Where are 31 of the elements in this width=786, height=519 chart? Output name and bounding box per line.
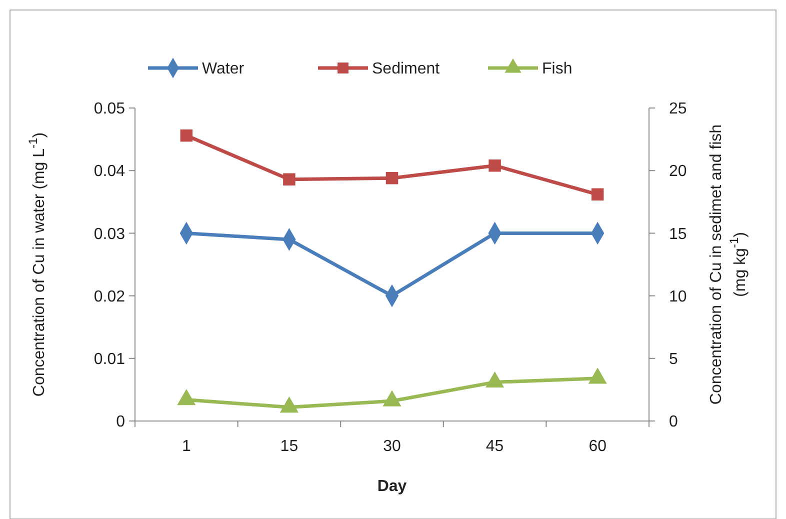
- x-tick-label: 60: [588, 438, 607, 455]
- y-tick-label: 0.02: [94, 288, 126, 306]
- x-tick-label: 30: [383, 438, 401, 455]
- point: [588, 368, 607, 384]
- y2-tick-label: 10: [669, 288, 687, 306]
- x-axis-title: Day: [377, 478, 407, 495]
- y-tick-label: 0.05: [94, 100, 126, 118]
- point: [382, 390, 402, 406]
- x-tick-label: 45: [486, 438, 504, 455]
- y2-tick-label: 0: [669, 414, 678, 431]
- x-tick-label: 15: [280, 438, 298, 455]
- legend-label: Sediment: [372, 60, 440, 78]
- point: [180, 129, 193, 142]
- y-tick-label: 0.03: [94, 226, 126, 243]
- y2-tick-label: 25: [669, 100, 687, 118]
- legend-label: Water: [202, 60, 245, 78]
- y2-tick-label: 20: [669, 163, 687, 180]
- y2-tick-label: 5: [669, 351, 678, 368]
- point: [485, 371, 504, 388]
- point: [488, 159, 501, 172]
- point: [280, 396, 299, 413]
- y-tick-label: 0.04: [94, 163, 126, 180]
- y-tick-label: 0: [116, 414, 126, 431]
- y2-tick-label: 15: [669, 226, 687, 243]
- legend-label: Fish: [542, 60, 572, 78]
- point: [591, 188, 604, 201]
- y-tick-label: 0.01: [94, 351, 126, 368]
- point: [386, 172, 398, 184]
- point: [177, 388, 196, 406]
- x-tick-label: 1: [182, 438, 191, 455]
- point: [283, 173, 296, 186]
